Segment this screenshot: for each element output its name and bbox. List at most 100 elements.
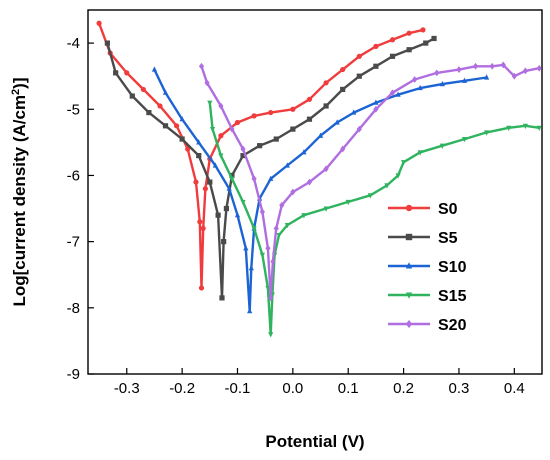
data-point-s5 [373,63,379,69]
data-point-s0 [198,285,205,291]
series-s5 [104,35,437,301]
data-point-s15 [207,100,213,106]
data-point-s10 [268,175,274,181]
data-point-s5 [129,93,135,99]
data-point-s5 [323,103,329,109]
series-line-s20 [200,63,540,300]
data-point-s0 [218,133,224,139]
data-point-s5 [340,86,346,93]
x-tick-label: 0.3 [449,380,470,397]
data-point-s20 [306,178,313,186]
data-point-s0 [124,70,130,76]
data-point-s0 [140,86,146,93]
data-point-s0 [323,80,329,86]
data-point-s10 [334,119,340,125]
data-point-s5 [215,212,221,218]
data-point-s0 [200,225,206,231]
data-point-s15 [268,332,274,338]
data-point-s5 [240,153,246,159]
data-point-s10 [247,307,253,314]
data-point-s10 [179,116,185,122]
series-s20 [198,61,542,302]
data-point-s15 [218,153,224,159]
legend-item-s10: S10 [388,259,467,276]
data-point-s10 [439,80,445,87]
data-point-s15 [301,213,307,219]
data-point-s20 [290,188,296,196]
y-axis-title-superscript: 2 [10,89,22,95]
data-point-s10 [395,91,401,97]
data-point-s15 [400,160,407,166]
data-point-s0 [251,113,257,119]
data-point-s5 [356,73,362,79]
x-tick-label: 0.4 [504,380,525,397]
data-point-s10 [151,66,158,72]
data-point-s15 [506,125,512,132]
data-point-s15 [484,130,490,136]
data-point-s20 [251,175,257,183]
data-point-s0 [389,37,396,43]
data-point-s20 [373,105,379,113]
data-point-s5 [273,136,279,142]
x-tick-label: 0.0 [282,380,303,397]
data-point-s10 [461,77,468,83]
data-point-s0 [420,27,426,33]
data-point-s15 [229,176,235,182]
x-tick-label: -0.3 [114,380,140,397]
data-point-s5 [389,53,396,59]
series-line-s10 [153,69,487,313]
data-point-s0 [185,146,191,152]
data-point-s0 [96,20,102,26]
legend-marker-s20 [405,320,413,328]
data-point-s15 [345,199,351,206]
data-point-s5 [406,47,412,53]
data-point-s5 [221,239,227,245]
legend-label-s10: S10 [438,259,467,276]
data-point-s5 [113,70,119,76]
data-point-s15 [209,127,216,133]
data-point-s20 [279,201,285,209]
data-point-s20 [340,145,346,153]
legend-label-s5: S5 [438,230,458,247]
data-point-s20 [434,69,440,77]
series-line-s0 [97,22,424,290]
data-point-s0 [234,119,241,126]
y-tick-label: -7 [67,234,80,251]
data-point-s15 [522,123,528,130]
data-point-s10 [301,149,307,155]
data-point-s20 [356,125,362,133]
data-point-s0 [306,96,313,102]
legend-marker-s5 [405,233,413,241]
series-line-s5 [106,37,435,300]
y-tick-label: -5 [67,101,80,118]
data-point-s0 [268,109,274,116]
data-point-s15 [417,150,423,156]
series-s15 [207,100,542,338]
x-axis-title: Potential (V) [265,432,364,451]
data-point-s20 [268,294,274,302]
y-axis-ticks: -9 -8 -7 -6 -5 -4 [67,35,94,383]
data-point-s0 [290,106,296,112]
data-point-s20 [265,244,271,252]
data-point-s5 [104,40,110,46]
data-point-s0 [406,30,412,36]
data-point-s5 [219,295,225,301]
data-point-s15 [284,223,290,229]
data-point-s20 [511,72,517,80]
data-point-s0 [373,43,379,50]
data-point-s20 [323,165,329,173]
data-point-s15 [276,232,282,239]
data-point-s0 [157,103,163,109]
legend-item-s5: S5 [388,230,458,247]
data-point-s20 [472,62,479,70]
y-axis-title: Log[current density (A/cm2)] [10,77,29,306]
data-point-s20 [500,61,506,69]
data-point-s5 [290,126,296,132]
data-point-s20 [218,102,224,110]
data-point-s5 [179,136,185,142]
data-point-s10 [284,162,290,168]
data-point-s20 [389,89,396,97]
x-tick-label: -0.2 [169,380,195,397]
data-point-s0 [197,219,203,225]
data-point-s5 [162,123,169,129]
